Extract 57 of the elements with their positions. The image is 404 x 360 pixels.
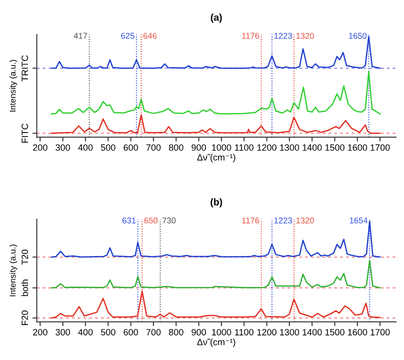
x-axis-title: Δν̃ (cm⁻¹) <box>197 154 236 162</box>
x-tick-label: 1700 <box>370 144 390 151</box>
x-tick-label: 1200 <box>257 329 276 336</box>
x-tick-label: 1000 <box>212 329 232 336</box>
x-tick-label: 1300 <box>280 144 300 151</box>
x-tick-label: 300 <box>56 329 70 336</box>
x-tick-label: 800 <box>168 329 184 336</box>
ref-line-label: TRITC <box>22 55 28 82</box>
ref-line-label: 1654 <box>350 218 368 224</box>
ref-line-label: 1176 <box>242 32 260 39</box>
x-tick-label: 200 <box>33 144 48 151</box>
ref-line-label: 1320 <box>296 218 314 224</box>
ref-line-label: 1223 <box>274 218 292 224</box>
x-tick-label: 900 <box>192 329 206 336</box>
ref-line-label: F20 <box>22 310 28 326</box>
x-tick-label: 1000 <box>212 144 232 151</box>
x-tick-label: 1700 <box>370 329 390 336</box>
ref-line-label: 631 <box>122 218 136 224</box>
x-tick-label: 700 <box>146 329 161 336</box>
ref-line-label: 1650 <box>349 32 367 39</box>
y-axis-title: Intensity (a.u.) <box>9 60 18 112</box>
x-tick-label: 1300 <box>280 329 300 336</box>
chart-title: (a) <box>210 14 222 23</box>
x-tick-label: 1400 <box>302 329 322 336</box>
x-tick-label: 800 <box>168 144 184 151</box>
x-tick-label: 1100 <box>235 329 254 336</box>
x-tick-label: 1400 <box>302 144 322 151</box>
x-tick-label: 900 <box>192 144 206 151</box>
ref-line-label: 646 <box>143 32 157 39</box>
ref-line-label: both <box>21 280 28 296</box>
ref-line-label: 417 <box>74 32 88 39</box>
x-tick-label: 600 <box>124 329 138 336</box>
x-tick-label: 700 <box>146 144 161 151</box>
x-tick-label: 300 <box>56 144 70 151</box>
x-tick-label: 1500 <box>325 144 344 151</box>
x-tick-label: 1600 <box>348 144 368 151</box>
ref-line-label: T20 <box>22 250 28 265</box>
ref-line-label: 1176 <box>242 218 260 224</box>
x-tick-label: 600 <box>124 144 138 151</box>
x-tick-label: 1100 <box>235 144 254 151</box>
ref-line-label: 650 <box>144 218 158 224</box>
ref-line-label: 625 <box>121 32 134 39</box>
x-tick-label: 1200 <box>257 144 276 151</box>
ref-line-label: 730 <box>162 218 176 224</box>
x-tick-label: 200 <box>33 329 48 336</box>
x-tick-label: 400 <box>78 144 93 151</box>
chart-title: (b) <box>210 198 222 208</box>
x-tick-label: 1600 <box>348 329 368 336</box>
x-tick-label: 400 <box>78 329 93 336</box>
y-axis-title: Intensity (a.u.) <box>9 244 18 296</box>
x-axis-title: Δν̃ (cm⁻¹) <box>197 338 236 347</box>
ref-line-label: 1223 <box>274 32 292 39</box>
x-tick-label: 1500 <box>325 329 344 336</box>
x-tick-label: 500 <box>100 329 116 336</box>
ref-line-label: FITC <box>22 124 28 143</box>
ref-line-label: 1320 <box>296 32 314 39</box>
x-tick-label: 500 <box>100 144 116 151</box>
